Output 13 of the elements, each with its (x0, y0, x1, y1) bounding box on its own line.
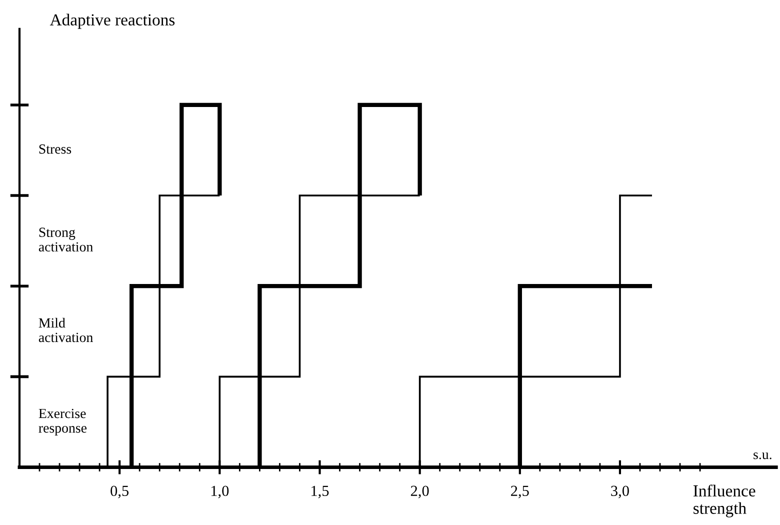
x-axis-title: Influence strength (693, 484, 756, 518)
x-tick-label: 3,0 (611, 486, 629, 498)
x-tick-label: 0,5 (110, 486, 129, 498)
x-tick-label: 1,0 (211, 486, 229, 498)
annotation: s.u. (754, 452, 772, 460)
x-tick-label: 2,5 (511, 486, 529, 498)
annotation: Strong activation (38, 228, 93, 252)
annotation: Mild activation (38, 318, 93, 342)
x-tick-label: 1,5 (312, 486, 329, 498)
annotation: Exercise response (38, 408, 87, 436)
x-tick-label: 2,0 (410, 486, 429, 498)
annotation: Stress (39, 144, 72, 154)
y-axis-title: Adaptive reactions (50, 14, 175, 29)
